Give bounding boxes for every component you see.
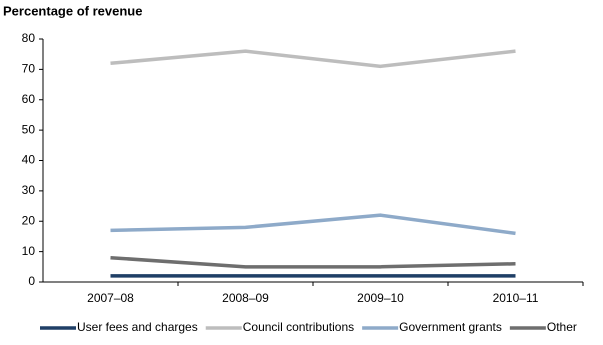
y-tick-label: 70 — [22, 62, 36, 76]
y-tick-label: 10 — [22, 244, 36, 258]
legend-label: Council contributions — [243, 320, 354, 334]
y-tick-label: 20 — [22, 213, 36, 227]
legend-label: Government grants — [399, 320, 502, 334]
y-tick-label: 30 — [22, 183, 36, 197]
x-tick-label: 2010–11 — [493, 291, 539, 305]
y-tick-label: 40 — [22, 153, 36, 167]
legend-label: Other — [547, 320, 577, 334]
y-tick-label: 80 — [22, 31, 36, 45]
y-tick-label: 60 — [22, 92, 36, 106]
x-tick-label: 2009–10 — [357, 291, 404, 305]
chart-title: Percentage of revenue — [3, 3, 142, 18]
legend-label: User fees and charges — [77, 320, 198, 334]
y-tick-label: 50 — [22, 122, 36, 136]
x-tick-label: 2008–09 — [222, 291, 269, 305]
series-line — [110, 255, 516, 269]
x-tick-label: 2007–08 — [87, 291, 134, 305]
y-tick-label: 0 — [28, 274, 35, 288]
series-line — [110, 213, 516, 236]
series-line — [110, 49, 516, 69]
